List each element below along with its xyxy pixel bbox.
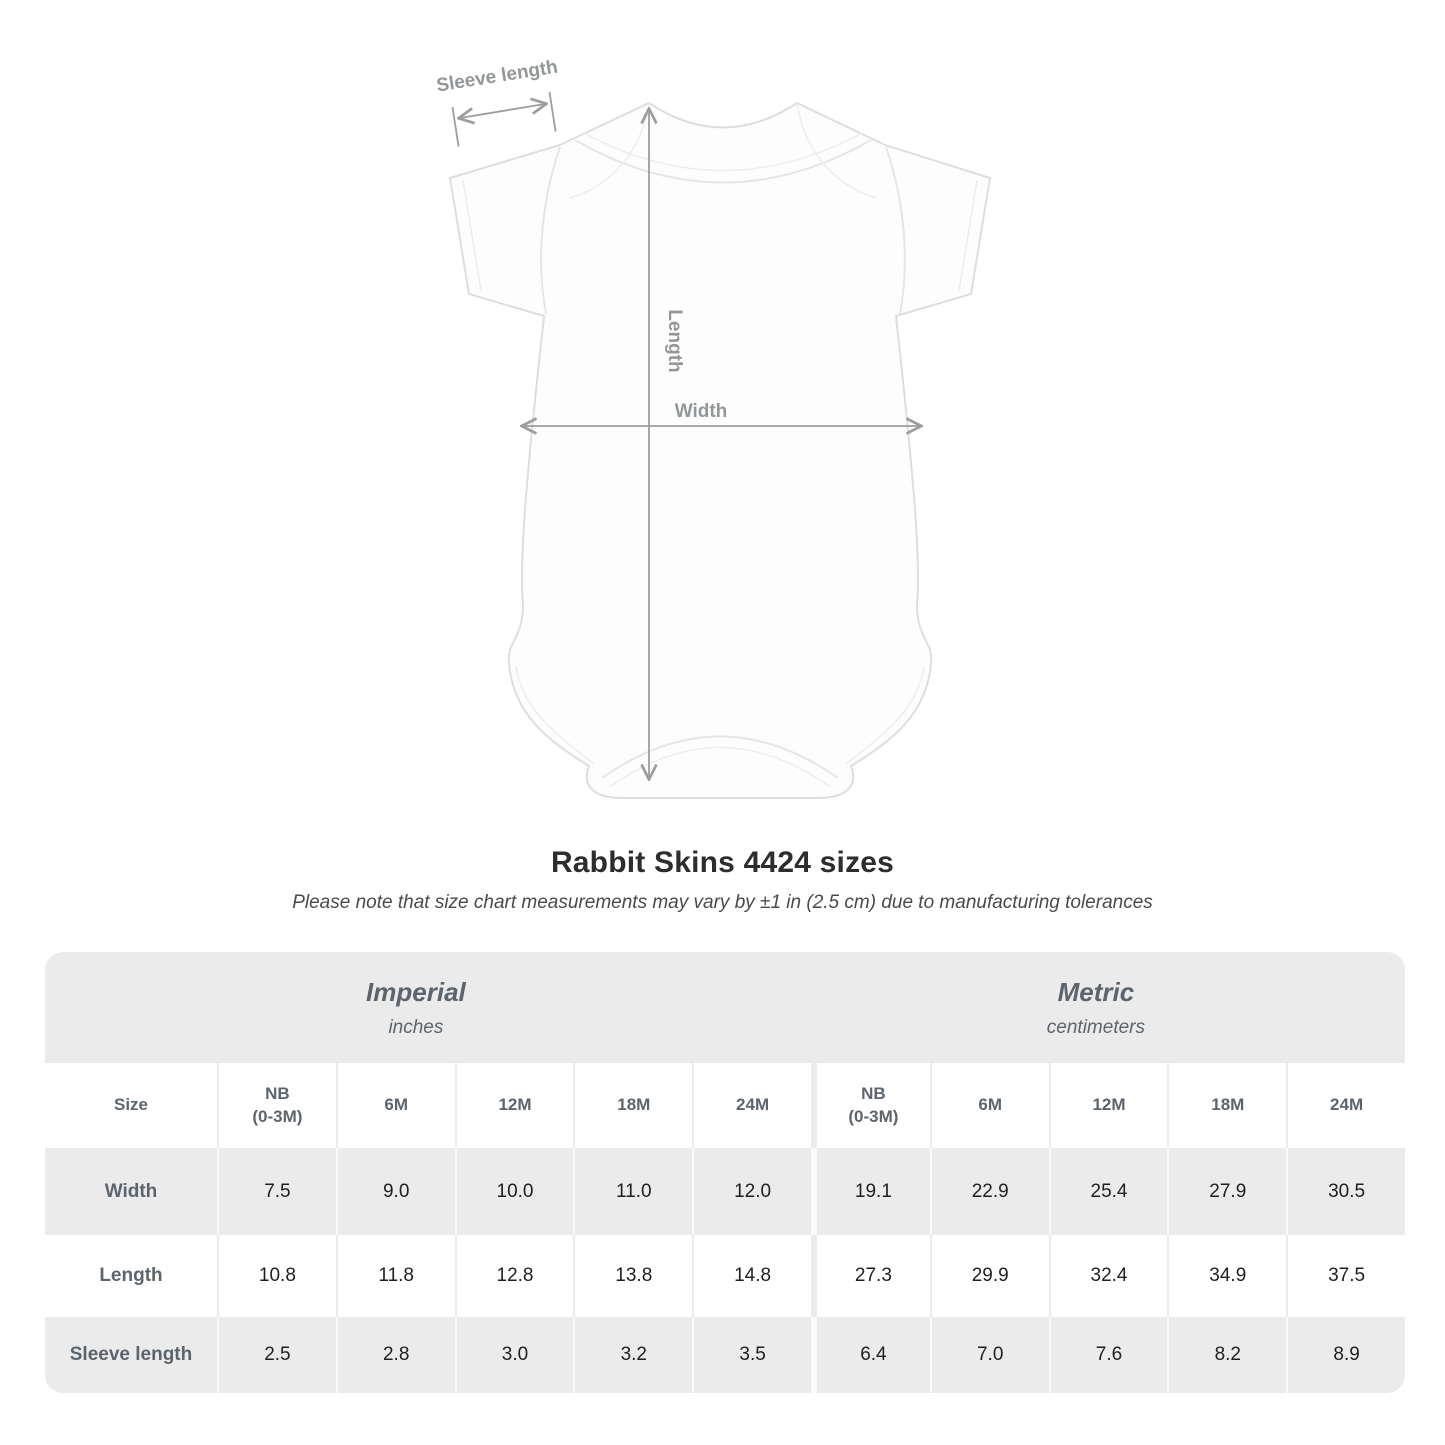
table-cell: 9.0 [335,1148,455,1235]
table-cell: 12.8 [454,1235,574,1317]
table-cell: 29.9 [929,1235,1049,1317]
table-cell: 13.8 [573,1235,692,1317]
table-row-length: Length 10.8 11.8 12.8 13.8 14.8 27.3 29.… [45,1235,1405,1317]
length-arrow: Length [649,110,685,778]
table-cell: 37.5 [1286,1235,1405,1317]
table-cell: 3.2 [573,1317,692,1393]
column-header: NB (0-3M) [811,1063,930,1148]
column-header: 18M [1167,1063,1286,1148]
table-cell: 3.5 [692,1317,811,1393]
table-cell: 2.8 [335,1317,455,1393]
table-header-row: Size NB (0-3M) 6M 12M 18M 24M NB (0-3M) … [45,1063,1405,1148]
column-header: 6M [929,1063,1049,1148]
table-cell: 2.5 [217,1317,336,1393]
column-header: 24M [692,1063,811,1148]
row-label: Sleeve length [69,1344,193,1365]
table-cell: 14.8 [692,1235,811,1317]
table-cell: 7.0 [929,1317,1049,1393]
table-cell: 25.4 [1048,1148,1168,1235]
bodysuit-illustration: Sleeve length Length Width [435,57,992,799]
table-cell: 32.4 [1048,1235,1168,1317]
column-header: 18M [573,1063,692,1148]
table-cell: 22.9 [929,1148,1049,1235]
width-label: Width [675,401,728,422]
row-label: Width [104,1180,158,1202]
sleeve-length-arrow: Sleeve length [435,57,559,147]
table-cell: 27.9 [1167,1148,1286,1235]
metric-unit: centimeters [1046,1016,1145,1038]
column-header: NB (0-3M) [217,1063,336,1148]
unit-header-row: Imperial inches Metric centimeters [45,952,1405,1063]
column-header: 24M [1286,1063,1405,1148]
width-arrow: Width [523,401,920,426]
column-header-size: Size [113,1095,149,1115]
table-cell: 7.5 [217,1148,336,1235]
table-row-width: Width 7.5 9.0 10.0 11.0 12.0 19.1 22.9 2… [45,1148,1405,1235]
table-row-sleeve-length: Sleeve length 2.5 2.8 3.0 3.2 3.5 6.4 7.… [45,1317,1405,1393]
table-cell: 30.5 [1286,1148,1405,1235]
table-cell: 7.6 [1048,1317,1168,1393]
size-chart-title: Rabbit Skins 4424 sizes [550,846,895,879]
length-label: Length [664,309,685,372]
table-cell: 10.0 [454,1148,574,1235]
column-header: 6M [335,1063,455,1148]
imperial-unit: inches [388,1016,444,1038]
infant-bodysuit-graphic [448,101,992,799]
table-cell: 19.1 [811,1148,930,1235]
table-cell: 34.9 [1167,1235,1286,1317]
table-cell: 11.0 [573,1148,692,1235]
column-header: 12M [1048,1063,1168,1148]
table-cell: 12.0 [692,1148,811,1235]
table-cell: 10.8 [217,1235,336,1317]
metric-label: Metric [1057,976,1135,1007]
table-cell: 8.2 [1167,1317,1286,1393]
size-table: Imperial inches Metric centimeters Size … [45,952,1405,1393]
unit-header-imperial: Imperial inches [45,952,787,1063]
table-cell: 11.8 [335,1235,455,1317]
column-header: 12M [454,1063,574,1148]
row-label: Length [99,1265,163,1286]
table-cell: 6.4 [811,1317,930,1393]
sleeve-length-label: Sleeve length [435,57,559,97]
unit-header-metric: Metric centimeters [787,952,1405,1063]
size-chart-note: Please note that size chart measurements… [292,892,1153,913]
table-cell: 3.0 [454,1317,574,1393]
table-cell: 27.3 [811,1235,930,1317]
table-cell: 8.9 [1286,1317,1405,1393]
imperial-label: Imperial [366,976,466,1007]
